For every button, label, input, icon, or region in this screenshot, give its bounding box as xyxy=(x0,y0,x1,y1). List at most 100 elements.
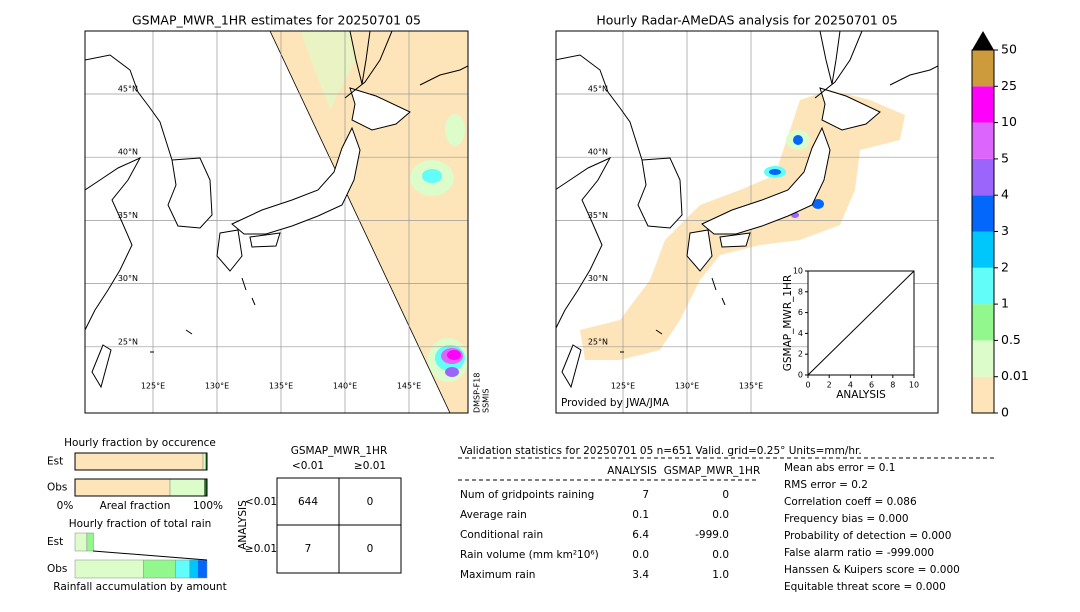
colorbar-label: 2 xyxy=(1001,259,1009,274)
row-label: Obs xyxy=(47,482,67,494)
stat-value: 0.0 xyxy=(712,549,729,561)
map-title: Hourly Radar-AMeDAS analysis for 2025070… xyxy=(596,13,897,28)
lon-label: 135°E xyxy=(269,382,293,391)
colorbar-label: 50 xyxy=(1001,42,1017,57)
x-tick-label: 2 xyxy=(827,381,832,390)
colorbar-segment xyxy=(972,122,994,159)
score: Frequency bias = 0.000 xyxy=(784,513,909,525)
stat-value: 7 xyxy=(642,489,649,501)
lon-label: 140°E xyxy=(333,382,357,391)
bar-segment xyxy=(74,452,204,471)
lat-label: 35°N xyxy=(588,211,608,220)
stat-name: Maximum rain xyxy=(460,569,535,581)
sensor-label: DMSP-F18 xyxy=(473,373,482,413)
stat-value: 6.4 xyxy=(632,529,649,541)
col-label: <0.01 xyxy=(292,460,324,472)
stat-value: 0.1 xyxy=(632,509,649,521)
lon-label: 135°E xyxy=(739,382,763,391)
x-tick-label: 10 xyxy=(909,381,919,390)
colorbar-label: 4 xyxy=(1001,187,1009,202)
lat-label: 30°N xyxy=(118,274,138,283)
swath xyxy=(270,31,468,413)
colorbar-segment xyxy=(972,340,994,377)
colorbar-segment xyxy=(972,50,994,87)
colorbar-segment xyxy=(972,158,994,196)
stat-value: 0.0 xyxy=(632,549,649,561)
colorbar-segment xyxy=(972,195,994,232)
stat-name: Num of gridpoints raining xyxy=(460,489,594,501)
score: Hanssen & Kuipers score = 0.000 xyxy=(784,564,960,576)
lon-label: 130°E xyxy=(205,382,229,391)
stat-name: Average rain xyxy=(460,509,527,521)
bar-segment xyxy=(86,532,94,552)
cell: 644 xyxy=(298,496,318,508)
map-title: GSMAP_MWR_1HR estimates for 20250701 05 xyxy=(132,13,421,28)
colorbar-label: 3 xyxy=(1001,223,1009,238)
score: Mean abs error = 0.1 xyxy=(784,462,895,474)
x-axis-label: ANALYSIS xyxy=(836,389,886,401)
diagonal xyxy=(807,270,915,376)
panel-title: Hourly fraction of total rain xyxy=(69,518,212,530)
lat-label: 25°N xyxy=(588,337,608,346)
score: RMS error = 0.2 xyxy=(784,479,868,491)
col-header: ANALYSIS xyxy=(607,465,657,477)
colorbar-segment xyxy=(972,231,994,268)
panel-title: Hourly fraction by occurence xyxy=(64,437,216,449)
stat-value: -999.0 xyxy=(695,529,729,541)
bar-segment xyxy=(202,452,206,471)
bar-segment xyxy=(74,559,144,579)
lat-label: 40°N xyxy=(118,148,138,157)
row-axis: ANALYSIS xyxy=(237,500,249,550)
y-axis-label: GSMAP_MWR_1HR xyxy=(782,275,794,371)
stat-value: 3.4 xyxy=(632,569,649,581)
lon-label: 145°E xyxy=(397,382,421,391)
bar-frame xyxy=(74,452,208,471)
lat-label: 45°N xyxy=(588,85,608,94)
bar-segment xyxy=(189,559,199,579)
axis-label: 100% xyxy=(193,500,223,512)
stat-value: 0 xyxy=(722,489,729,501)
stat-value: 0.0 xyxy=(712,509,729,521)
connector xyxy=(92,550,208,561)
y-tick-label: 2 xyxy=(798,350,803,359)
validation-title: Validation statistics for 20250701 05 n=… xyxy=(460,445,862,457)
colorbar-label: 0.01 xyxy=(1001,368,1029,383)
lat-label: 45°N xyxy=(118,85,138,94)
col-header: GSMAP_MWR_1HR xyxy=(664,465,760,477)
x-tick-label: 0 xyxy=(805,381,810,390)
stat-name: Rain volume (mm km²10⁶) xyxy=(460,549,599,561)
colorbar-segment xyxy=(972,376,994,413)
lat-label: 25°N xyxy=(118,337,138,346)
row-label: Obs xyxy=(47,563,67,575)
footer: Rainfall accumulation by amount xyxy=(53,581,226,593)
bar-segment xyxy=(143,559,176,579)
axis-label: 0% xyxy=(57,500,74,512)
row-label: ≥0.01 xyxy=(245,543,277,555)
score: False alarm ratio = -999.000 xyxy=(784,547,934,559)
cell: 7 xyxy=(305,543,312,555)
colorbar-label: 0 xyxy=(1001,405,1009,420)
row-label: Est xyxy=(47,456,63,468)
colorbar-label: 1 xyxy=(1001,296,1009,311)
score: Equitable threat score = 0.000 xyxy=(784,581,946,593)
colorbar-extension xyxy=(972,31,994,50)
y-tick-label: 0 xyxy=(798,371,803,380)
x-tick-label: 6 xyxy=(869,381,874,390)
cell: 0 xyxy=(367,496,374,508)
sensor-label: SSMIS xyxy=(482,389,491,414)
y-tick-label: 4 xyxy=(798,329,803,338)
col-label: ≥0.01 xyxy=(354,460,386,472)
colorbar-segment xyxy=(972,267,994,305)
colorbar-label: 25 xyxy=(1001,78,1017,93)
lat-label: 30°N xyxy=(588,274,608,283)
x-tick-label: 8 xyxy=(890,381,895,390)
colorbar-segment xyxy=(972,86,994,123)
axis-label: Areal fraction xyxy=(100,500,171,512)
colorbar-label: 0.5 xyxy=(1001,332,1021,347)
bar-frame xyxy=(74,478,208,497)
y-tick-label: 8 xyxy=(798,287,803,296)
credit: Provided by JWA/JMA xyxy=(561,397,670,409)
colorbar-label: 10 xyxy=(1001,114,1017,129)
row-label: <0.01 xyxy=(245,496,277,508)
bar-segment xyxy=(197,559,208,579)
